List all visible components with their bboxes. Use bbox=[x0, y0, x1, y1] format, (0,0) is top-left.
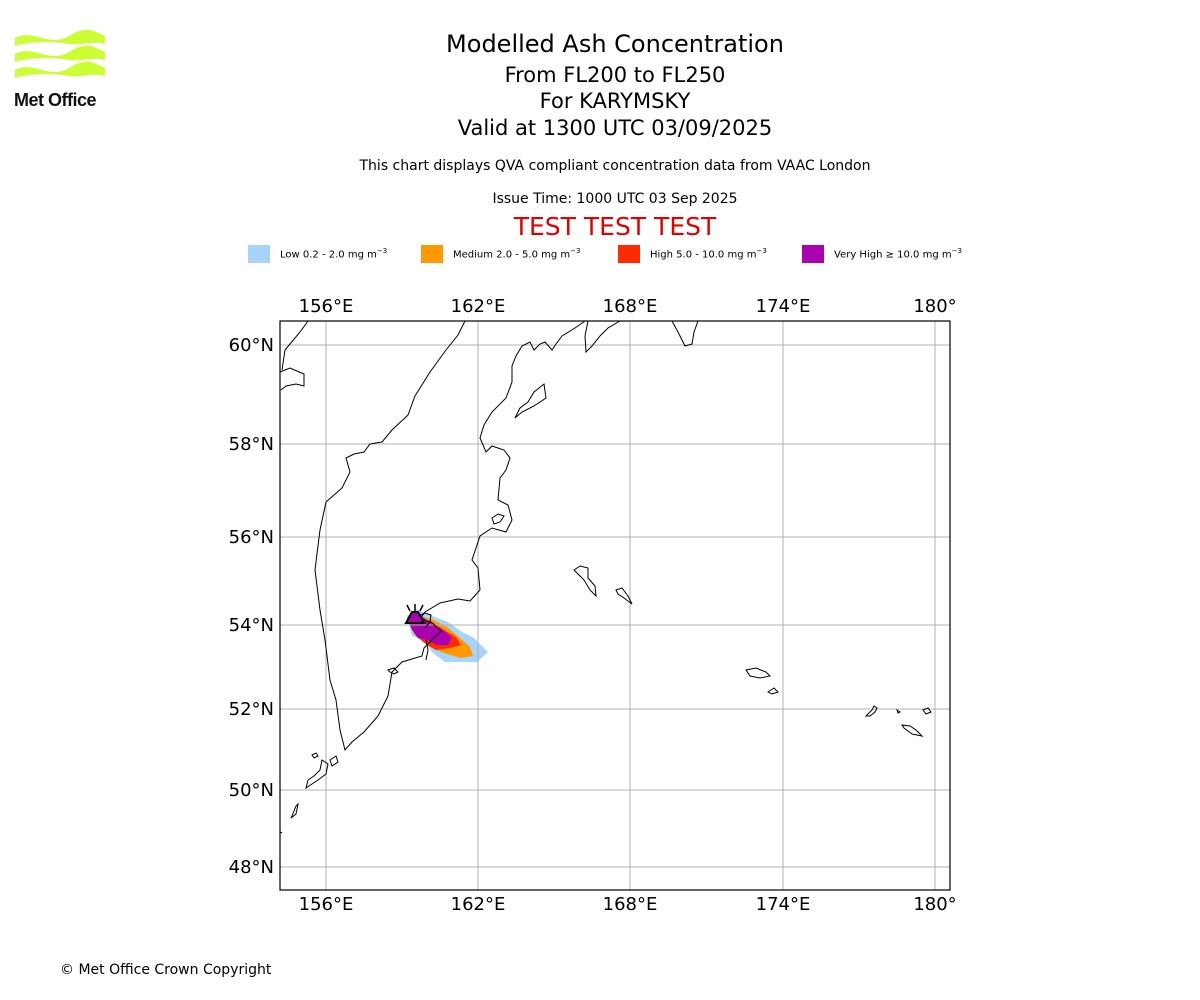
copyright: © Met Office Crown Copyright bbox=[60, 962, 272, 978]
legend-medium-label: Medium 2.0 - 5.0 mg m−3 bbox=[453, 247, 581, 261]
lat-tick: 48°N bbox=[229, 857, 274, 878]
issue-time: Issue Time: 1000 UTC 03 Sep 2025 bbox=[492, 191, 738, 207]
legend-high-swatch bbox=[618, 245, 640, 263]
lat-tick: 58°N bbox=[229, 434, 274, 455]
chart-title: Modelled Ash Concentration bbox=[446, 30, 784, 58]
lat-tick: 56°N bbox=[229, 527, 274, 548]
lon-tick-bottom: 180° bbox=[913, 894, 956, 915]
legend-very-high-swatch bbox=[802, 245, 824, 263]
chart-subtitle: This chart displays QVA compliant concen… bbox=[359, 158, 871, 174]
volcano-icon bbox=[404, 604, 426, 624]
valid-time: Valid at 1300 UTC 03/09/2025 bbox=[457, 116, 773, 140]
lat-tick: 50°N bbox=[229, 780, 274, 801]
legend-very-high-label: Very High ≥ 10.0 mg m−3 bbox=[834, 247, 962, 261]
legend-very-high: Very High ≥ 10.0 mg m−3 bbox=[802, 244, 962, 264]
lat-ticks: 60°N 58°N 56°N 54°N 52°N 50°N 48°N bbox=[229, 335, 274, 878]
legend-low: Low 0.2 - 2.0 mg m−3 bbox=[248, 244, 387, 264]
gridlines bbox=[280, 321, 950, 890]
lon-tick-top: 162°E bbox=[451, 296, 506, 317]
lon-ticks-top: 156°E 162°E 168°E 174°E 180° bbox=[299, 296, 957, 317]
met-office-logo: Met Office bbox=[14, 29, 106, 110]
test-banner: TEST TEST TEST bbox=[513, 212, 717, 241]
coastlines bbox=[279, 320, 932, 834]
legend-low-swatch bbox=[248, 245, 270, 263]
lat-tick: 52°N bbox=[229, 699, 274, 720]
lat-tick: 54°N bbox=[229, 615, 274, 636]
volcano-name: For KARYMSKY bbox=[539, 89, 691, 113]
legend-medium: Medium 2.0 - 5.0 mg m−3 bbox=[421, 244, 580, 264]
lon-tick-top: 180° bbox=[913, 296, 956, 317]
lon-tick-top: 168°E bbox=[603, 296, 658, 317]
lon-tick-bottom: 168°E bbox=[603, 894, 658, 915]
lon-tick-top: 156°E bbox=[299, 296, 354, 317]
map-frame bbox=[279, 320, 951, 891]
lon-tick-bottom: 156°E bbox=[299, 894, 354, 915]
lon-ticks-bottom: 156°E 162°E 168°E 174°E 180° bbox=[299, 894, 957, 915]
met-office-waves-icon bbox=[15, 29, 105, 78]
logo-text: Met Office bbox=[14, 90, 97, 110]
lon-tick-bottom: 162°E bbox=[451, 894, 506, 915]
lon-tick-bottom: 174°E bbox=[756, 894, 811, 915]
legend-high-label: High 5.0 - 10.0 mg m−3 bbox=[650, 247, 767, 261]
lat-tick: 60°N bbox=[229, 335, 274, 356]
legend-low-label: Low 0.2 - 2.0 mg m−3 bbox=[280, 247, 388, 261]
flight-level: From FL200 to FL250 bbox=[504, 63, 726, 87]
legend-high: High 5.0 - 10.0 mg m−3 bbox=[618, 244, 767, 264]
legend-medium-swatch bbox=[421, 245, 443, 263]
lon-tick-top: 174°E bbox=[756, 296, 811, 317]
